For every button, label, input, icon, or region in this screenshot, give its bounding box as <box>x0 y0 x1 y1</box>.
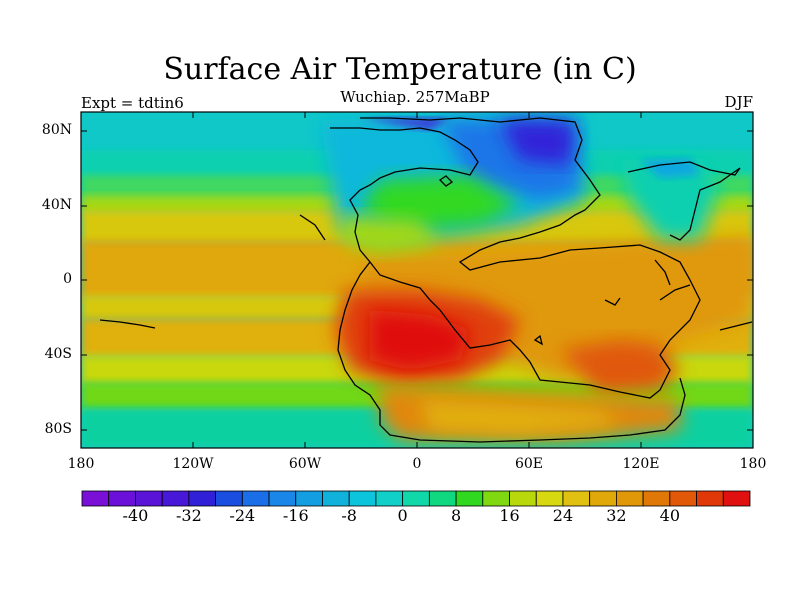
colorbar-swatch <box>642 490 671 507</box>
colorbar-swatch <box>215 490 243 507</box>
lat-tick-label: 40S <box>44 346 72 362</box>
colorbar-swatch <box>375 490 404 507</box>
lat-tick-label: 80N <box>41 122 72 138</box>
colorbar-swatch <box>669 490 697 507</box>
lat-tick-label: 40N <box>41 197 72 213</box>
colorbar-swatch <box>722 490 751 507</box>
lon-tick-label: 180 <box>739 456 767 472</box>
colorbar-tick-label: -24 <box>229 506 256 525</box>
lon-tick-label: 180 <box>67 456 95 472</box>
lat-tick-label: 0 <box>63 271 72 287</box>
lon-tick-label: 0 <box>412 456 422 472</box>
colorbar-swatch <box>348 490 377 507</box>
colorbar <box>81 490 751 507</box>
lon-tick-label: 120E <box>622 456 660 472</box>
colorbar-swatch <box>482 490 510 507</box>
colorbar-swatch <box>241 490 270 507</box>
colorbar-swatch <box>135 490 163 507</box>
colorbar-swatch <box>535 490 564 507</box>
colorbar-tick-label: 8 <box>450 506 462 525</box>
colorbar-tick-label: -8 <box>341 506 357 525</box>
colorbar-swatch <box>108 490 136 507</box>
colorbar-swatch <box>562 490 591 507</box>
chart-subtitle: Wuchiap. 257MaBP <box>340 88 490 106</box>
colorbar-swatch <box>295 490 323 507</box>
colorbar-swatch <box>161 490 190 507</box>
colorbar-swatch <box>402 490 430 507</box>
temperature-field <box>81 112 753 448</box>
lon-tick-label: 60W <box>288 456 322 472</box>
colorbar-tick-label: 24 <box>552 506 574 525</box>
colorbar-tick-label: 16 <box>499 506 520 525</box>
colorbar-tick-label: 0 <box>397 506 408 525</box>
colorbar-tick-label: -40 <box>122 506 149 525</box>
colorbar-swatch <box>509 490 537 507</box>
coastlines <box>99 117 753 443</box>
colorbar-tick-label: -16 <box>282 506 309 525</box>
lon-tick-label: 120W <box>172 456 214 472</box>
colorbar-swatch <box>268 490 297 507</box>
colorbar-swatch <box>188 490 217 507</box>
chart-title: Surface Air Temperature (in C) <box>163 52 637 87</box>
colorbar-tick-label: 40 <box>659 506 680 525</box>
axis-ticks <box>81 112 753 448</box>
colorbar-swatch <box>428 490 457 507</box>
colorbar-swatch <box>696 490 724 507</box>
lon-tick-label: 60E <box>514 456 544 472</box>
colorbar-swatch <box>589 490 617 507</box>
colorbar-swatch <box>455 490 484 507</box>
colorbar-swatch <box>81 490 110 507</box>
lat-tick-label: 80S <box>44 421 72 437</box>
season-label: DJF <box>724 93 753 111</box>
experiment-label: Expt = tdtin6 <box>81 94 184 112</box>
colorbar-swatch <box>322 490 350 507</box>
colorbar-tick-label: -32 <box>175 506 202 525</box>
colorbar-tick-label: 32 <box>606 506 627 525</box>
colorbar-swatch <box>616 490 644 507</box>
